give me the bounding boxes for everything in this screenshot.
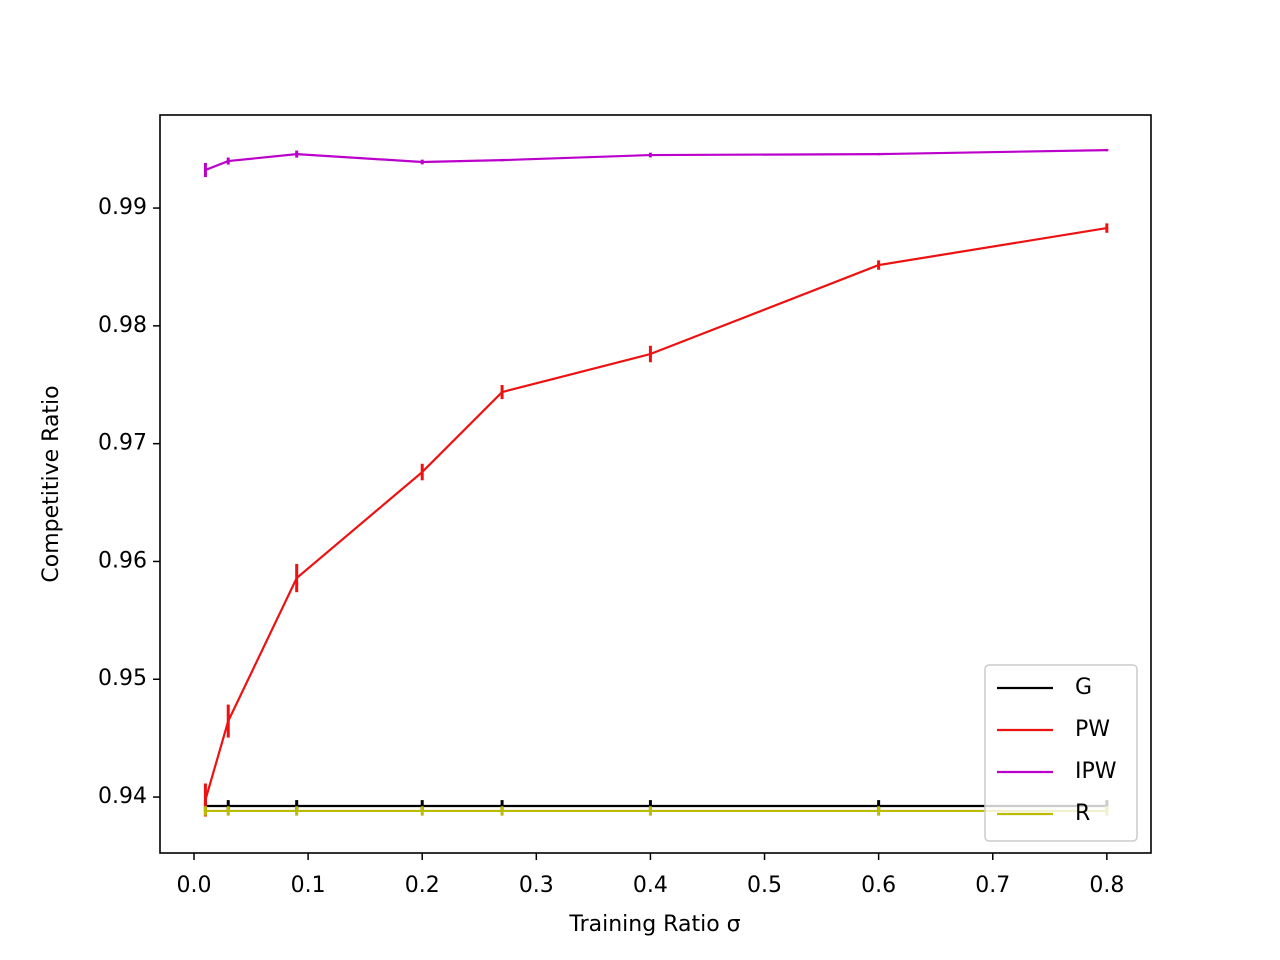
legend-label: R	[1075, 801, 1090, 826]
legend: G PW IPW R	[984, 664, 1138, 842]
x-axis-label: Training Ratio σ	[568, 912, 740, 937]
y-tick-label: 0.99	[98, 195, 147, 220]
x-tick-label: 0.3	[519, 873, 554, 898]
x-tick-label: 0.7	[975, 873, 1010, 898]
y-tick-label: 0.96	[98, 548, 147, 573]
legend-label: G	[1075, 675, 1092, 700]
y-tick-label: 0.94	[98, 784, 147, 809]
y-tick-label: 0.98	[98, 313, 147, 338]
plot-frame	[159, 114, 1152, 854]
legend-label: IPW	[1075, 759, 1117, 784]
series-line	[205, 149, 1107, 172]
x-tick-label: 0.8	[1089, 873, 1124, 898]
series-line	[204, 226, 1108, 801]
x-tick-label: 0.1	[291, 873, 326, 898]
y-tick-label: 0.97	[98, 431, 147, 456]
x-tick-label: 0.2	[405, 873, 440, 898]
legend-label: PW	[1075, 717, 1110, 742]
x-tick-label: 0.4	[633, 873, 668, 898]
x-tick-label: 0.5	[747, 873, 782, 898]
x-tick-label: 0.6	[861, 873, 896, 898]
y-axis-label: Competitive Ratio	[39, 385, 64, 582]
legend-box	[984, 664, 1138, 842]
x-tick-label: 0.0	[177, 873, 212, 898]
y-tick-label: 0.95	[98, 666, 147, 691]
